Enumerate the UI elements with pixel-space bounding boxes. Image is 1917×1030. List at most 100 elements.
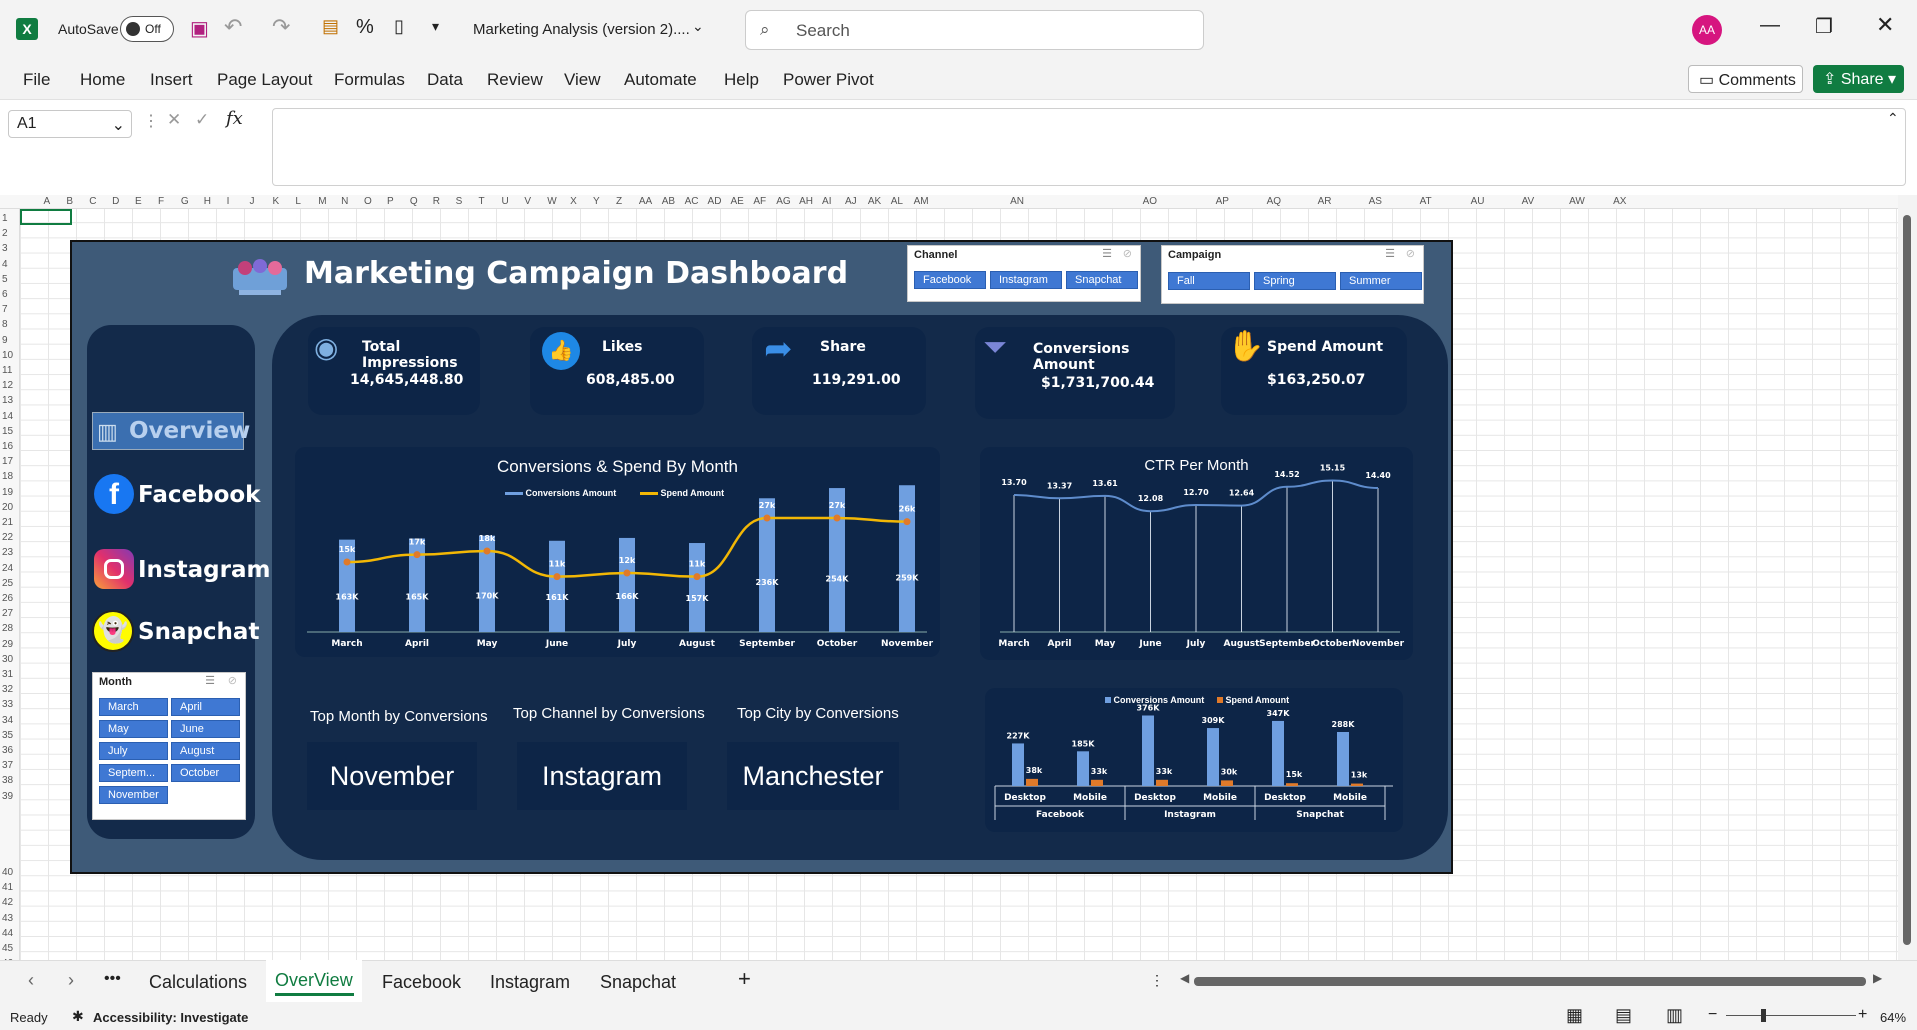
tab-home[interactable]: Home <box>80 70 126 89</box>
column-header[interactable]: W <box>547 196 557 207</box>
row-header[interactable]: 23 <box>2 547 14 559</box>
redo-icon[interactable]: ↷ <box>272 14 291 39</box>
sheet-tab-overview[interactable]: OverView <box>266 960 362 1002</box>
row-header[interactable]: 11 <box>2 365 13 376</box>
scroll-thumb[interactable] <box>1194 977 1866 986</box>
column-header[interactable]: AE <box>730 196 744 207</box>
channel-slicer[interactable]: Channel ☰ ⊘ Facebook Instagram Snapchat <box>907 245 1141 302</box>
slicer-item-june[interactable]: June <box>171 720 240 738</box>
column-header[interactable]: AW <box>1569 196 1585 207</box>
column-header[interactable]: G <box>180 196 189 207</box>
column-header[interactable]: AP <box>1215 196 1229 207</box>
formula-input[interactable] <box>272 108 1906 186</box>
column-header[interactable]: T <box>478 196 485 207</box>
sheet-tab-snapchat[interactable]: Snapchat <box>600 972 677 992</box>
doc-title[interactable]: Marketing Analysis (version 2).... <box>473 21 690 38</box>
scroll-thumb[interactable] <box>1903 215 1911 945</box>
share-button[interactable]: ⇪ Share ▾ <box>1813 65 1904 93</box>
customize-toolbar-icon[interactable]: ▾ <box>432 18 440 34</box>
slicer-item-august[interactable]: August <box>171 742 240 760</box>
row-header[interactable]: 39 <box>2 790 14 802</box>
nav-snapchat[interactable]: Snapchat <box>138 619 260 645</box>
row-header[interactable]: 26 <box>2 593 14 604</box>
column-header[interactable]: L <box>295 196 301 207</box>
slicer-item-instagram[interactable]: Instagram <box>990 271 1062 289</box>
column-header[interactable]: S <box>455 196 463 207</box>
search-box[interactable]: ⌕ Search <box>745 10 1204 50</box>
column-header[interactable]: AC <box>684 196 699 207</box>
row-header[interactable]: 25 <box>2 577 14 589</box>
chevron-down-icon[interactable]: ⌄ <box>692 18 704 34</box>
column-header[interactable]: AS <box>1368 196 1382 207</box>
comments-button[interactable]: ▭ Comments <box>1688 65 1803 93</box>
column-header[interactable]: Y <box>593 196 600 207</box>
column-header[interactable]: X <box>570 196 577 207</box>
column-header[interactable]: M <box>318 196 327 207</box>
row-header[interactable]: 44 <box>2 927 14 939</box>
column-header[interactable]: E <box>135 196 142 207</box>
multi-select-icon[interactable]: ☰ <box>205 675 215 687</box>
facebook-icon[interactable]: f <box>94 474 134 514</box>
tab-automate[interactable]: Automate <box>624 70 697 89</box>
normal-view-icon[interactable]: ▦ <box>1566 1005 1584 1025</box>
row-header[interactable]: 19 <box>2 486 14 498</box>
column-header[interactable]: AO <box>1142 196 1158 207</box>
active-cell[interactable] <box>20 209 72 225</box>
row-header[interactable]: 6 <box>2 289 8 300</box>
row-header[interactable]: 34 <box>2 714 14 726</box>
column-header[interactable]: P <box>386 196 394 207</box>
snapchat-icon[interactable]: 👻 <box>92 610 134 652</box>
column-header[interactable]: F <box>157 196 165 207</box>
column-header[interactable]: AU <box>1470 196 1485 207</box>
row-header[interactable]: 32 <box>2 684 14 696</box>
column-header[interactable]: O <box>364 196 372 207</box>
add-sheet-icon[interactable]: + <box>738 966 751 991</box>
more-icon[interactable]: ⋮ <box>143 113 159 130</box>
avatar[interactable]: AA <box>1692 15 1722 45</box>
slicer-item-facebook[interactable]: Facebook <box>914 271 986 289</box>
cancel-icon[interactable]: ✕ <box>167 110 182 129</box>
column-header[interactable]: AL <box>890 196 903 207</box>
row-header[interactable]: 3 <box>2 243 8 255</box>
column-header[interactable]: AV <box>1521 196 1535 207</box>
sheet-tab-calculations[interactable]: Calculations <box>149 972 248 992</box>
nav-overview-button[interactable]: ▥ Overview <box>92 412 250 450</box>
zoom-out-icon[interactable]: − <box>1708 1006 1718 1023</box>
percent-icon[interactable]: % <box>356 16 374 38</box>
chevron-down-icon[interactable]: ⌄ <box>111 117 125 134</box>
column-header[interactable]: A <box>43 196 51 207</box>
undo-icon[interactable]: ↶ <box>224 14 243 39</box>
tab-file[interactable]: File <box>23 70 51 89</box>
row-header[interactable]: 7 <box>2 304 8 316</box>
row-header[interactable]: 40 <box>2 867 14 878</box>
slicer-item-summer[interactable]: Summer <box>1340 272 1422 290</box>
row-header[interactable]: 18 <box>2 471 14 483</box>
row-header[interactable]: 17 <box>2 456 14 468</box>
tab-data[interactable]: Data <box>427 70 463 89</box>
column-header[interactable]: AG <box>776 196 791 207</box>
column-header[interactable]: Q <box>409 196 418 207</box>
page-break-view-icon[interactable]: ▥ <box>1666 1005 1684 1025</box>
column-header[interactable]: U <box>501 196 509 207</box>
column-header[interactable]: D <box>112 196 120 207</box>
close-icon[interactable]: ✕ <box>1876 12 1895 37</box>
slicer-item-may[interactable]: May <box>99 720 168 738</box>
tab-view[interactable]: View <box>564 70 601 89</box>
slicer-item-fall[interactable]: Fall <box>1168 272 1250 290</box>
column-header[interactable]: AN <box>1010 196 1024 207</box>
column-header[interactable]: C <box>89 196 97 207</box>
column-header[interactable]: R <box>432 196 440 207</box>
tab-page-layout[interactable]: Page Layout <box>217 70 313 89</box>
autosave-toggle[interactable]: Off <box>120 16 174 42</box>
column-header[interactable]: AT <box>1419 196 1432 207</box>
row-header[interactable]: 20 <box>2 501 14 513</box>
row-header[interactable]: 14 <box>2 410 14 422</box>
column-header[interactable]: K <box>272 196 280 207</box>
zoom-in-icon[interactable]: + <box>1858 1006 1868 1023</box>
column-header[interactable]: AX <box>1613 196 1627 207</box>
slicer-item-november[interactable]: November <box>99 786 168 804</box>
slicer-item-march[interactable]: March <box>99 698 168 716</box>
column-header[interactable]: H <box>203 196 211 207</box>
row-header[interactable]: 21 <box>2 517 14 528</box>
row-header[interactable]: 38 <box>2 775 14 787</box>
